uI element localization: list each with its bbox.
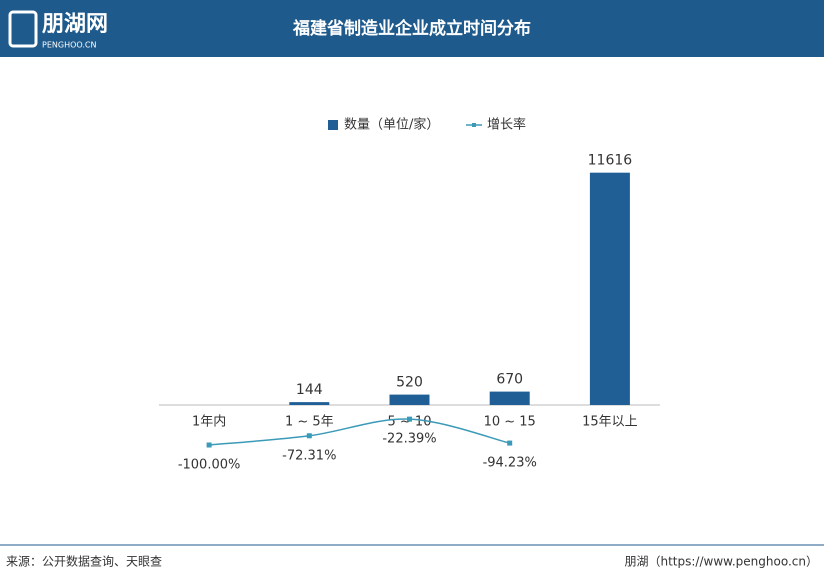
line-marker [507,440,513,446]
legend-swatch [328,120,338,130]
credit: 朋湖（https://www.penghoo.cn） [625,554,819,569]
legend-label: 增长率 [487,117,526,133]
line-marker [407,416,412,422]
header-bar [0,0,824,57]
x-tick-label: 10 ~ 15 [484,415,536,430]
logo-sub: PENGHOO.CN [42,41,96,50]
line-marker [206,442,212,448]
bar [289,402,330,405]
legend-label: 数量（单位/家） [344,117,439,133]
legend-swatch [472,123,476,127]
data-label: -100.00% [178,458,241,473]
x-tick-label: 5 ~ 10 [388,415,432,430]
line-marker [306,433,312,439]
bar [489,391,530,405]
bar [589,172,630,405]
logo: 朋湖网 [42,12,108,37]
logo-icon [8,10,38,48]
x-tick-label: 1 ~ 5年 [285,415,334,430]
line [209,418,510,446]
data-label: 11616 [588,153,633,169]
x-tick-label: 1年内 [192,414,226,430]
source: 来源：公开数据查询、天眼查 [6,554,162,569]
data-label: 670 [496,372,523,388]
data-label: -22.39% [382,432,436,447]
bar [389,394,430,405]
data-label: 144 [296,382,323,398]
chart-title: 福建省制造业企业成立时间分布 [292,18,531,39]
data-label: 520 [396,375,423,391]
x-tick-label: 15年以上 [582,415,638,430]
data-label: -72.31% [282,448,336,463]
data-label: -94.23% [483,456,537,471]
